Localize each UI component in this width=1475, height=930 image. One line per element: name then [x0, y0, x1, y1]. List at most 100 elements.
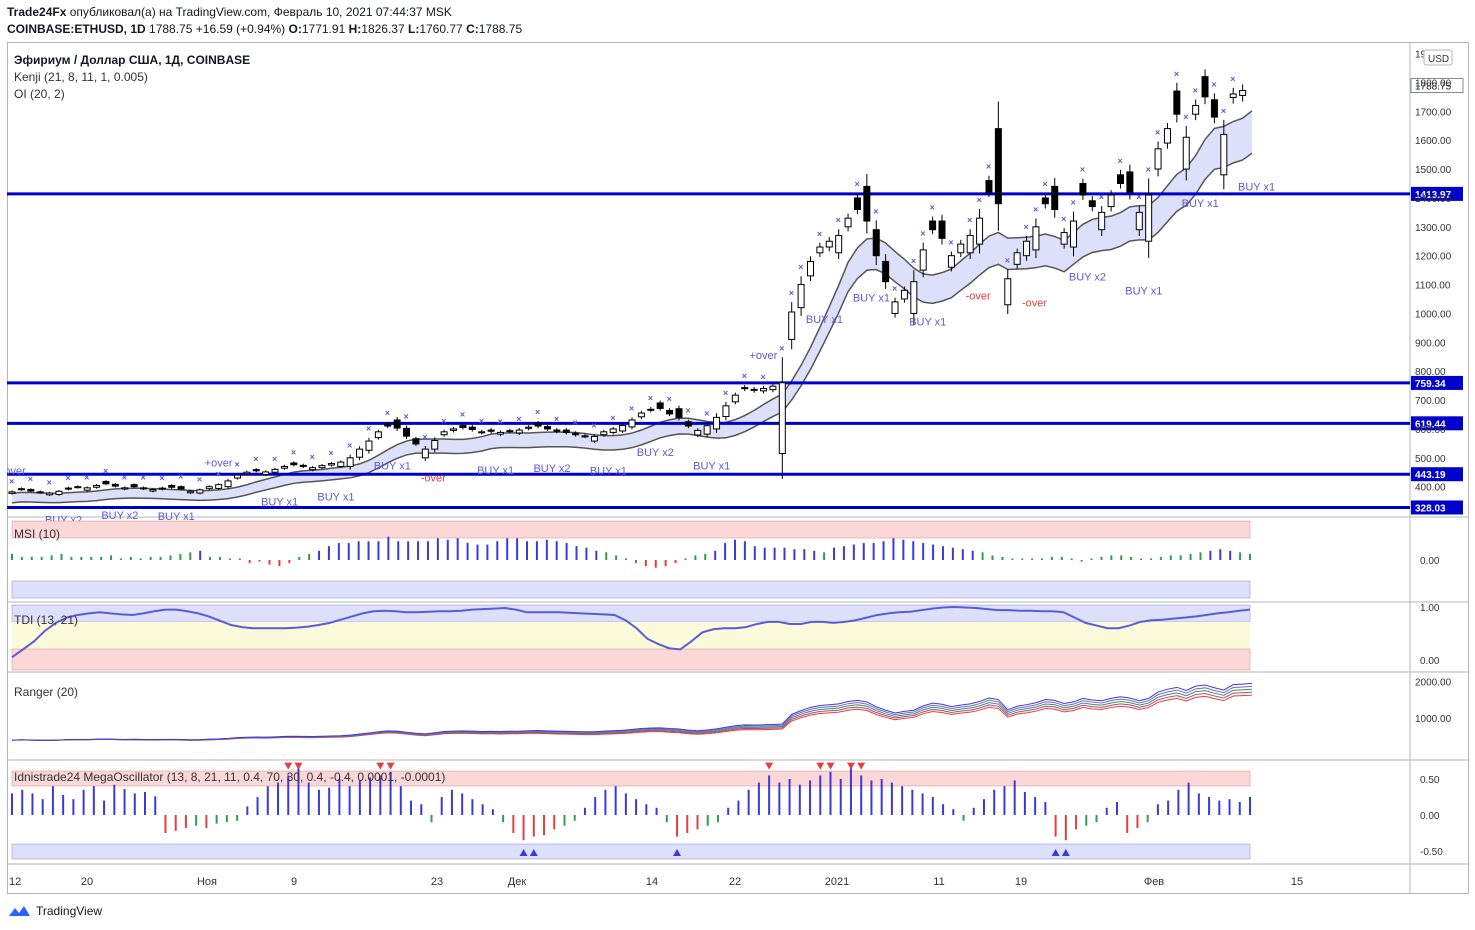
x-marker: ×	[742, 371, 747, 381]
x-marker: ×	[1249, 42, 1254, 44]
signal-annotation: -over	[1022, 297, 1047, 309]
x-marker: ×	[798, 262, 803, 272]
oi-legend[interactable]: OI (20, 2)	[14, 87, 65, 101]
candle	[1163, 128, 1171, 144]
kenji-legend[interactable]: Kenji (21, 8, 11, 1, 0.005)	[14, 70, 148, 84]
x-marker: ×	[216, 469, 221, 479]
candle	[158, 487, 166, 490]
signal-annotation: BUY x1	[590, 465, 627, 477]
msi-upper-zone	[11, 520, 1251, 539]
candle	[403, 427, 411, 437]
candle	[515, 429, 523, 434]
x-marker: ×	[1071, 198, 1076, 208]
candle	[919, 249, 927, 271]
x-marker: ×	[1005, 255, 1010, 265]
candle	[309, 467, 317, 471]
x-marker: ×	[178, 471, 183, 481]
candle	[863, 185, 871, 222]
low-value: 1760.77	[419, 22, 463, 36]
osc-buy-marker	[1061, 849, 1070, 856]
x-tick-label: 12	[9, 876, 21, 888]
ranger-legend[interactable]: Ranger (20)	[14, 685, 79, 699]
x-marker: ×	[930, 203, 935, 213]
ranger-tick-label: 1000.00	[1415, 714, 1452, 725]
kenji-upper-line	[11, 110, 1253, 495]
osc-buy-marker	[1051, 849, 1060, 856]
candle	[619, 424, 627, 432]
candle	[459, 424, 467, 428]
x-marker: ×	[789, 288, 794, 298]
l-label: L:	[408, 22, 420, 36]
x-marker: ×	[479, 416, 484, 426]
signal-annotation: BUY x1	[317, 492, 354, 504]
candle	[1051, 185, 1059, 210]
publisher: Trade24Fx	[7, 5, 67, 19]
candle	[600, 431, 608, 436]
candle	[1041, 197, 1049, 205]
level-label-bg	[1411, 416, 1463, 431]
last-price-bg	[1410, 78, 1464, 93]
candle	[149, 489, 157, 492]
candle	[1088, 200, 1096, 208]
tdi-legend[interactable]: TDI (13, 21)	[14, 613, 79, 627]
candle	[205, 486, 213, 490]
candle	[1116, 174, 1124, 184]
osc-sell-marker	[284, 762, 293, 770]
x-marker: ×	[704, 409, 709, 419]
x-marker: ×	[948, 238, 953, 248]
x-tick-label: 9	[291, 876, 297, 888]
publish-line: Trade24Fx опубликовал(а) на TradingView.…	[7, 5, 452, 19]
x-marker: ×	[234, 460, 239, 470]
tradingview-footer[interactable]: TradingView	[8, 904, 102, 918]
osc-tick-label: 0.00	[1420, 811, 1440, 822]
candle	[1070, 220, 1078, 248]
osc-buy-marker	[519, 849, 528, 856]
y-tick-label: 1600.00	[1415, 136, 1452, 147]
candle	[421, 448, 429, 459]
candle	[872, 229, 880, 257]
signal-annotation: +over	[750, 350, 778, 362]
oscillator-legend[interactable]: Idnistrade24 MegaOscillator (13, 8, 21, …	[14, 770, 446, 784]
chart-area[interactable]: 1413.97 759.34 619.44 443.19 328.03 × × × × × × × × ×…	[7, 42, 1469, 894]
candle	[609, 428, 617, 433]
candle	[506, 430, 514, 433]
x-tick-label: 22	[729, 876, 741, 888]
candle	[17, 488, 25, 491]
osc-sell-marker	[857, 762, 866, 770]
x-marker: ×	[422, 432, 427, 442]
candle	[1192, 105, 1200, 115]
x-marker: ×	[761, 372, 766, 382]
candle	[1023, 240, 1031, 257]
candle	[102, 480, 110, 485]
signal-annotation: BUY x2	[533, 463, 570, 475]
candle	[572, 432, 580, 436]
x-marker: ×	[836, 215, 841, 225]
candle	[1201, 76, 1209, 98]
osc-upper-zone	[11, 770, 1251, 787]
candle	[337, 461, 345, 467]
x-marker: ×	[197, 475, 202, 485]
candle	[957, 243, 965, 254]
level-label-bg	[1411, 467, 1463, 482]
osc-buy-marker	[529, 849, 538, 856]
candle	[365, 440, 373, 451]
currency-label: USD	[1428, 54, 1449, 65]
x-marker: ×	[1146, 164, 1151, 174]
x-marker: ×	[103, 466, 108, 476]
candle	[1173, 90, 1181, 115]
x-marker: ×	[122, 472, 127, 482]
x-marker: ×	[1117, 156, 1122, 166]
x-tick-label: 19	[1015, 876, 1027, 888]
level-label-bg	[1411, 186, 1463, 201]
currency-badge	[1423, 49, 1453, 66]
candle	[168, 485, 176, 488]
y-tick-label: 1500.00	[1415, 165, 1452, 176]
candle	[1229, 93, 1237, 98]
x-marker: ×	[460, 409, 465, 419]
msi-legend[interactable]: MSI (10)	[14, 527, 61, 541]
x-tick-label: 11	[933, 876, 944, 888]
candle	[543, 426, 551, 430]
o-label: O:	[288, 22, 302, 36]
signal-annotation: BUY x1	[261, 496, 298, 508]
candle	[290, 462, 298, 466]
